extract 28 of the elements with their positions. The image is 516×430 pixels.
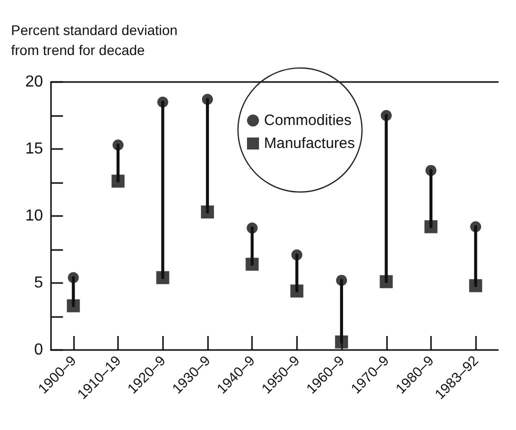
y-tick-label: 10 bbox=[25, 208, 44, 224]
legend-label: Manufactures bbox=[264, 135, 355, 152]
point bbox=[424, 220, 438, 234]
y-tick-label: 5 bbox=[34, 274, 44, 292]
point bbox=[470, 221, 482, 232]
point bbox=[335, 335, 348, 348]
y-axis-title: Percent standard deviation from trend for decade bbox=[11, 22, 178, 58]
point bbox=[112, 174, 125, 188]
point bbox=[246, 222, 258, 234]
point bbox=[246, 258, 259, 271]
point bbox=[291, 249, 302, 260]
point bbox=[290, 284, 304, 298]
point bbox=[336, 274, 348, 286]
y-tick-label: 20 bbox=[25, 74, 44, 90]
point bbox=[66, 299, 80, 312]
point bbox=[200, 205, 214, 218]
point bbox=[425, 164, 436, 176]
point bbox=[112, 139, 124, 150]
point bbox=[469, 279, 482, 292]
point bbox=[68, 272, 79, 284]
point bbox=[156, 271, 170, 284]
y-tick-label: 0 bbox=[34, 342, 44, 358]
point bbox=[202, 94, 213, 105]
y-tick-label: 15 bbox=[25, 140, 44, 158]
legend-label: Commodities bbox=[264, 112, 352, 129]
point bbox=[380, 110, 392, 121]
point bbox=[157, 96, 168, 108]
point bbox=[380, 275, 393, 288]
